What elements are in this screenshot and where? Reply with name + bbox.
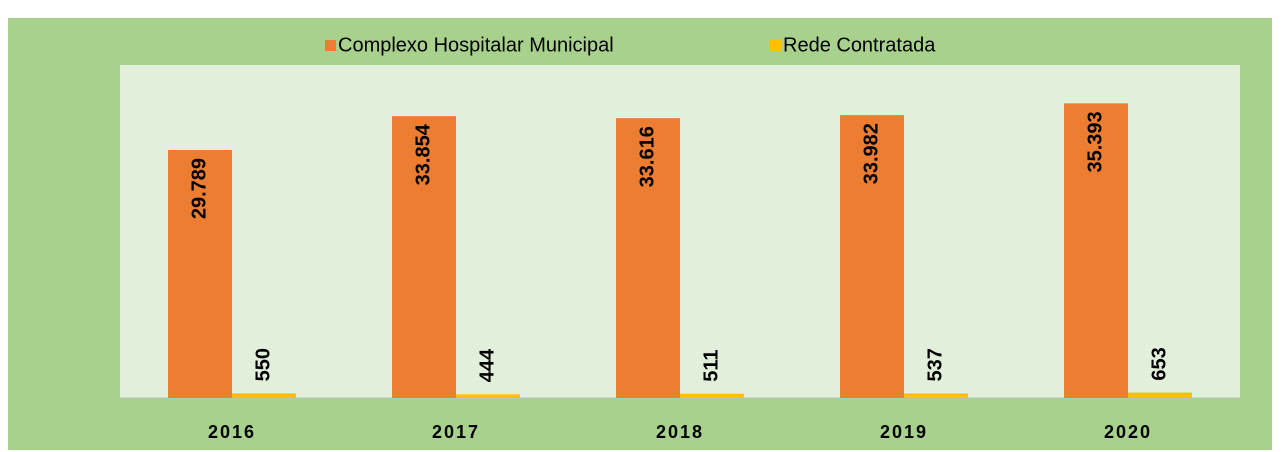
data-label: 33.854 (412, 123, 434, 185)
legend-swatch (770, 40, 781, 51)
bar (392, 116, 456, 398)
bar (232, 393, 296, 398)
legend-swatch (325, 40, 336, 51)
data-label: 550 (252, 348, 274, 381)
legend-label: Rede Contratada (783, 34, 936, 56)
data-label: 511 (700, 349, 722, 381)
data-label: 444 (476, 348, 498, 382)
bar (456, 394, 520, 398)
x-tick-label: 2017 (432, 422, 480, 442)
bar (904, 393, 968, 398)
bar (840, 115, 904, 398)
data-label: 653 (1148, 347, 1170, 380)
x-tick-label: 2019 (880, 422, 928, 442)
data-label: 29.789 (188, 158, 210, 219)
bar (680, 393, 744, 398)
bar (1064, 103, 1128, 398)
data-label: 33.982 (860, 123, 882, 184)
bar (168, 150, 232, 398)
x-tick-label: 2020 (1104, 422, 1152, 442)
data-label: 33.616 (636, 126, 658, 187)
bar (616, 118, 680, 399)
data-label: 537 (924, 348, 946, 381)
x-tick-label: 2018 (656, 422, 704, 442)
bar (1128, 392, 1192, 398)
x-tick-label: 2016 (208, 422, 256, 442)
data-label: 35.393 (1084, 111, 1106, 172)
legend-label: Complexo Hospitalar Municipal (338, 34, 614, 56)
